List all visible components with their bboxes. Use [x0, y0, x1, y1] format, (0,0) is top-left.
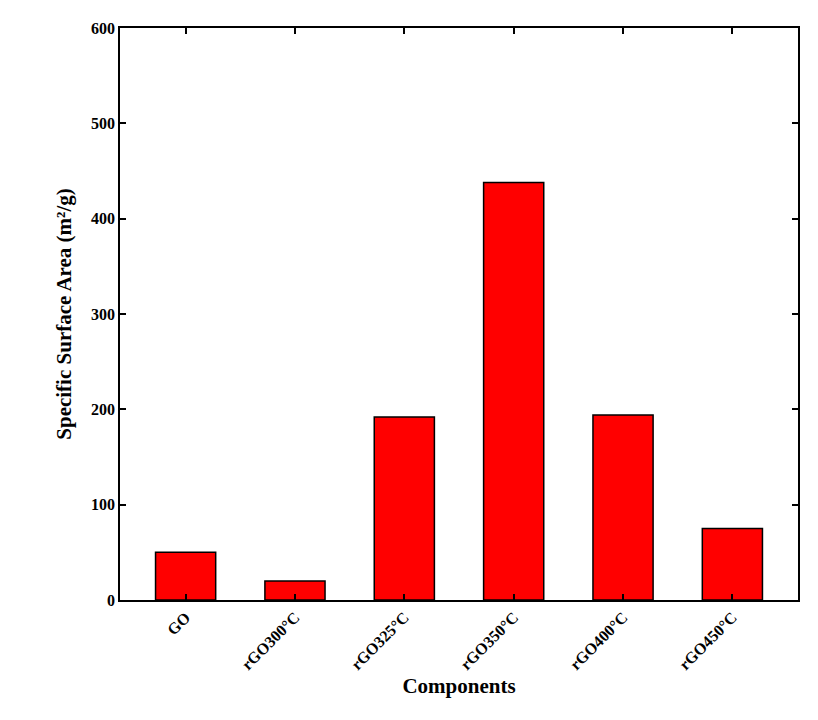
svg-text:600: 600	[91, 20, 115, 37]
svg-text:100: 100	[91, 496, 115, 513]
svg-text:rGO325°C: rGO325°C	[348, 609, 412, 673]
svg-text:200: 200	[91, 401, 115, 418]
svg-text:500: 500	[91, 115, 115, 132]
svg-text:Specific Surface Area (m²/g): Specific Surface Area (m²/g)	[52, 188, 76, 439]
svg-text:300: 300	[91, 306, 115, 323]
svg-text:rGO450°C: rGO450°C	[676, 609, 740, 673]
svg-text:400: 400	[91, 210, 115, 227]
svg-text:rGO350°C: rGO350°C	[457, 609, 521, 673]
svg-text:rGO300°C: rGO300°C	[238, 609, 302, 673]
svg-text:0: 0	[107, 592, 115, 609]
svg-text:rGO400°C: rGO400°C	[566, 609, 630, 673]
svg-text:Components: Components	[402, 674, 515, 698]
svg-text:GO: GO	[164, 609, 194, 639]
